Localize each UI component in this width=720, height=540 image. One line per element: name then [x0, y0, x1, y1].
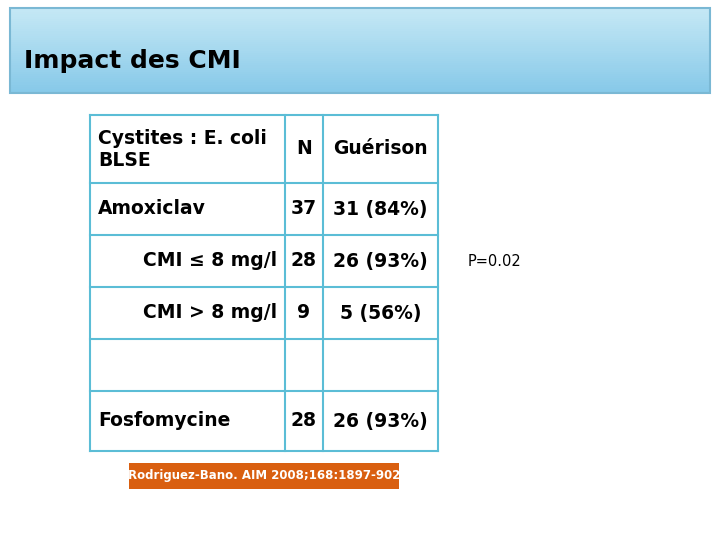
Bar	[10, 29, 710, 32]
Bar	[10, 91, 710, 93]
Text: Amoxiclav: Amoxiclav	[98, 199, 206, 219]
Bar	[10, 31, 710, 34]
Text: 26 (93%): 26 (93%)	[333, 411, 428, 430]
Text: 37: 37	[291, 199, 317, 219]
Bar	[10, 25, 710, 28]
Bar	[10, 38, 710, 40]
Bar	[10, 12, 710, 15]
Bar	[10, 46, 710, 49]
Bar	[10, 23, 710, 25]
Bar	[10, 83, 710, 85]
Bar	[10, 10, 710, 13]
Bar	[10, 84, 710, 87]
Text: 28: 28	[291, 411, 317, 430]
Bar	[10, 89, 710, 91]
Text: 28: 28	[291, 252, 317, 271]
Bar	[10, 18, 710, 21]
Bar	[10, 51, 710, 53]
Text: Rodriguez-Bano. AIM 2008;168:1897-902: Rodriguez-Bano. AIM 2008;168:1897-902	[128, 469, 400, 483]
Bar	[10, 70, 710, 72]
Bar	[10, 36, 710, 38]
Bar	[10, 21, 710, 23]
Bar	[10, 33, 710, 36]
Bar	[129, 463, 399, 489]
Bar	[10, 55, 710, 57]
Bar	[10, 68, 710, 70]
Bar	[10, 76, 710, 79]
Text: Guérison: Guérison	[333, 139, 428, 159]
Bar	[10, 63, 710, 66]
Text: Fosfomycine: Fosfomycine	[98, 411, 230, 430]
Text: CMI > 8 mg/l: CMI > 8 mg/l	[143, 303, 277, 322]
Bar	[10, 52, 710, 55]
Bar	[10, 15, 710, 17]
Bar	[10, 49, 710, 51]
Bar	[10, 61, 710, 64]
Bar	[10, 72, 710, 75]
Text: Impact des CMI: Impact des CMI	[24, 49, 240, 73]
Bar	[10, 78, 710, 81]
Bar	[10, 44, 710, 47]
Bar	[10, 27, 710, 30]
Bar	[10, 80, 710, 83]
Bar	[10, 65, 710, 68]
Text: P=0.02: P=0.02	[468, 253, 522, 268]
Bar	[10, 8, 710, 93]
Bar	[10, 74, 710, 77]
Text: CMI ≤ 8 mg/l: CMI ≤ 8 mg/l	[143, 252, 277, 271]
Bar	[10, 42, 710, 45]
Bar	[10, 57, 710, 59]
Text: 5 (56%): 5 (56%)	[340, 303, 421, 322]
Bar	[10, 59, 710, 62]
Bar	[10, 40, 710, 43]
Text: 31 (84%): 31 (84%)	[333, 199, 428, 219]
Text: Cystites : E. coli
BLSE: Cystites : E. coli BLSE	[98, 129, 267, 170]
Bar	[10, 8, 710, 11]
Bar	[10, 86, 710, 89]
Text: 9: 9	[297, 303, 310, 322]
Text: 26 (93%): 26 (93%)	[333, 252, 428, 271]
Text: N: N	[296, 139, 312, 159]
Bar	[10, 17, 710, 19]
